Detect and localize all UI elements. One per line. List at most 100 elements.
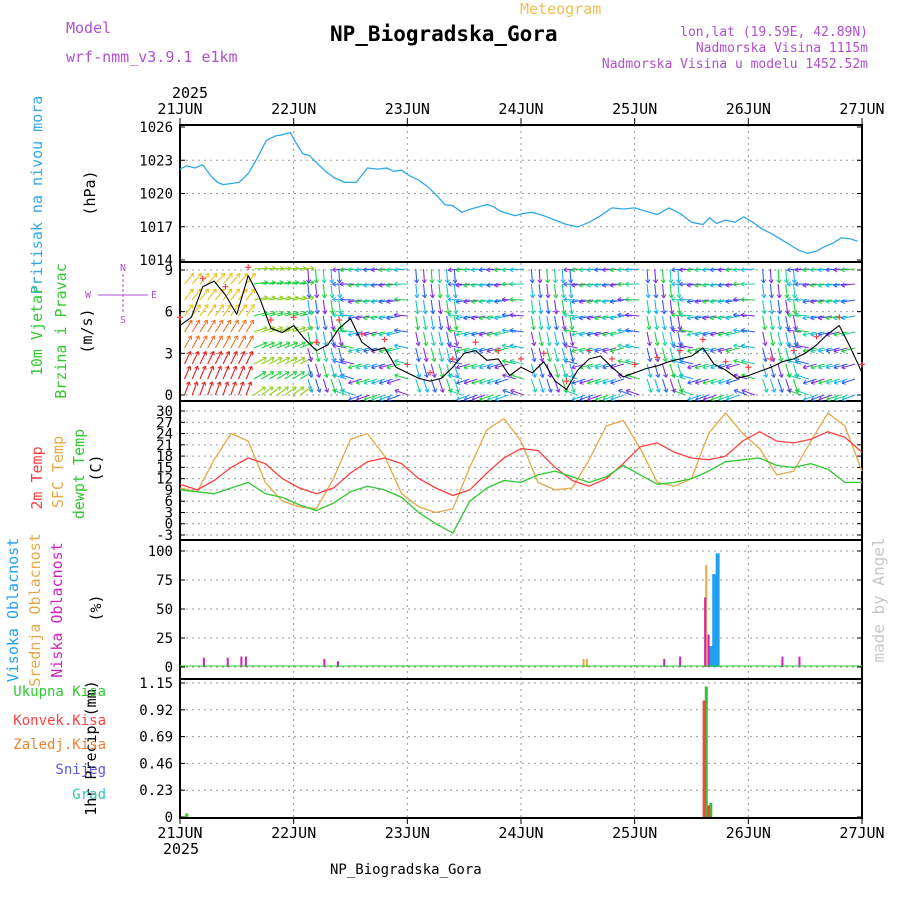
wind-arrow [230, 335, 239, 349]
wind-arrowhead [571, 298, 575, 303]
wind-arrow [292, 371, 305, 380]
wind-arrowhead [212, 272, 217, 276]
wind-arrowhead [571, 315, 575, 319]
wind-arrowhead [424, 374, 428, 378]
wind-arrowhead [455, 389, 459, 393]
wind-arrow [841, 378, 856, 384]
wind-arrowhead [393, 267, 398, 271]
wind-arrowhead [802, 285, 807, 288]
wind-arrowhead [204, 381, 207, 386]
wind-arrow [292, 386, 305, 396]
y-tick-label: 0 [165, 810, 173, 826]
wind-arrowhead [794, 329, 799, 334]
wind-arrow [394, 360, 409, 365]
wind-arrow [841, 363, 856, 369]
wind-arrowhead [687, 334, 692, 337]
wind-arrowhead [394, 373, 399, 376]
wind-arrowhead [540, 389, 544, 393]
wind-arrowhead [710, 331, 714, 336]
wind-arrowhead [453, 326, 458, 331]
wind-arrowhead [370, 282, 375, 286]
wind-arrowhead [185, 381, 190, 385]
gust-marker [518, 355, 524, 362]
wind-arrowhead [370, 267, 375, 271]
wind-arrowhead [840, 269, 845, 273]
wind-arrow [646, 299, 650, 314]
wind-arrowhead [348, 367, 353, 370]
wind-arrowhead [286, 371, 290, 376]
wind-arrowhead [355, 364, 360, 369]
wind-arrow [191, 381, 198, 396]
wind-arrowhead [702, 285, 707, 288]
wind-arrowhead [332, 269, 337, 273]
wind-arrowhead [418, 357, 421, 362]
wind-arrowhead [702, 301, 707, 305]
wind-arrowhead [764, 310, 767, 315]
wind-arrowhead [686, 267, 691, 271]
wind-arrow [741, 344, 756, 349]
wind-arrow [340, 329, 355, 333]
wind-arrowhead [694, 348, 699, 352]
wind-arrowhead [378, 269, 383, 273]
wind-arrowhead [676, 279, 680, 284]
wind-arrowhead [339, 283, 344, 287]
y-tick-label: 21 [156, 438, 173, 454]
cloud-low-bar [323, 658, 326, 667]
wind-arrow [795, 344, 810, 349]
wind-arrowhead [363, 379, 367, 384]
wind-arrowhead [702, 364, 707, 369]
wind-arrowhead [833, 334, 838, 337]
wind-arrowhead [218, 335, 223, 339]
wind-arrowhead [332, 267, 336, 271]
wind-arrow [725, 363, 740, 369]
wind-arrowhead [563, 389, 567, 393]
wind-arrow [818, 378, 833, 384]
wind-arrow [687, 363, 702, 369]
wind-arrowhead [422, 310, 426, 315]
wind-arrowhead [560, 294, 565, 299]
wind-arrowhead [220, 272, 225, 276]
wind-arrowhead [337, 310, 342, 315]
wind-arrowhead [609, 285, 614, 288]
wind-arrow [370, 283, 386, 287]
wind-arrowhead [502, 374, 506, 379]
wind-arrowhead [694, 334, 699, 337]
wind-arrow [386, 315, 401, 319]
wind-arrowhead [302, 327, 307, 331]
wind-arrowhead [768, 294, 773, 299]
wind-arrowhead [787, 329, 791, 334]
wind-arrowhead [371, 396, 375, 401]
wind-arrowhead [594, 298, 599, 303]
wind-arrowhead [601, 282, 606, 286]
wind-arrowhead [447, 389, 452, 393]
wind-arrowhead [661, 326, 666, 331]
wind-arrowhead [578, 267, 583, 271]
wind-arrowhead [533, 325, 536, 330]
wind-arrowhead [740, 329, 745, 334]
wind-arrowhead [792, 310, 796, 315]
wind-arrowhead [447, 312, 452, 316]
wind-arrowhead [479, 364, 483, 369]
wind-arrowhead [777, 326, 781, 331]
wind-arrowhead [540, 310, 544, 315]
wind-arrow [586, 331, 601, 336]
wind-arrow [222, 381, 229, 396]
wind-arrow [422, 331, 427, 346]
wind-arrow [740, 268, 756, 271]
wind-arrowhead [568, 294, 572, 299]
wind-arrow [571, 378, 586, 384]
wind-arrow [703, 394, 717, 401]
wind-arrow [646, 283, 650, 298]
wind-arrowhead [702, 269, 707, 273]
wind-arrowhead [617, 269, 622, 273]
wind-arrowhead [785, 342, 790, 347]
wind-arrowhead [294, 371, 298, 376]
page-title: NP_Biogradska_Gora [330, 22, 558, 46]
wind-arrow [253, 342, 268, 349]
wind-arrow [322, 363, 328, 378]
wind-arrow [494, 331, 509, 336]
wind-arrowhead [617, 299, 622, 303]
wind-arrow [695, 394, 709, 401]
wind-arrowhead [325, 325, 328, 330]
wind-arrowhead [784, 279, 788, 284]
